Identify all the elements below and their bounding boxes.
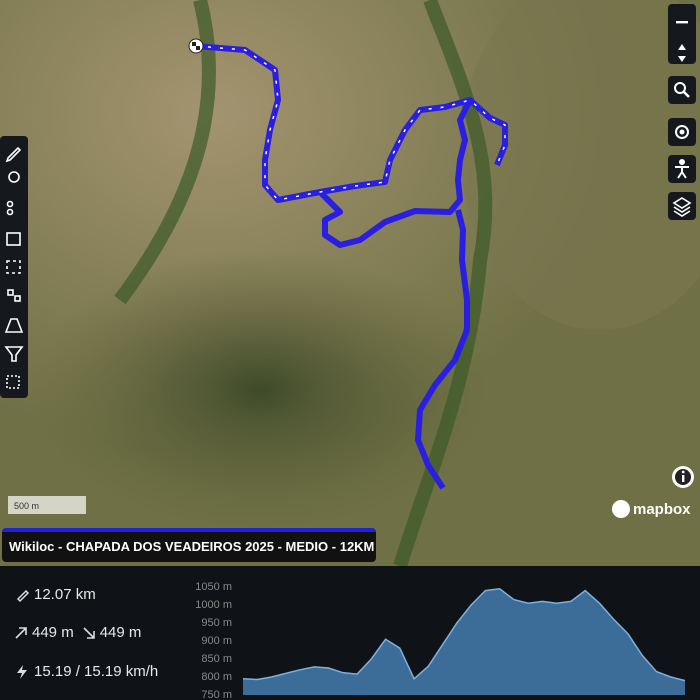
track — [415, 209, 470, 490]
scissors-icon[interactable] — [6, 208, 14, 216]
nodes-icon[interactable] — [7, 289, 14, 296]
attribution[interactable]: mapbox — [633, 501, 691, 518]
y-tick-label: 1000 m — [195, 599, 232, 611]
rotate[interactable] — [678, 44, 686, 62]
select-icon[interactable] — [6, 375, 20, 389]
track-arrows — [195, 45, 506, 201]
frame-icon[interactable] — [6, 260, 21, 274]
stats-panel: 12.07 km 449 m 449 m 15.19 / 15.19 km/h — [0, 566, 240, 700]
search-button[interactable] — [668, 76, 696, 104]
elevation-stat: 449 m 449 m — [14, 624, 141, 641]
y-tick-label: 850 m — [201, 653, 232, 665]
elevation-line — [242, 588, 686, 682]
streetview-button[interactable] — [668, 155, 696, 183]
zoom-icons — [676, 21, 688, 62]
locate-button[interactable] — [668, 118, 696, 146]
terrain-dark — [30, 250, 490, 530]
y-tick-label: 1050 m — [195, 581, 232, 593]
distance: 12.07 km — [34, 586, 96, 603]
filter-icon[interactable] — [4, 346, 24, 362]
track — [317, 98, 473, 248]
calendar-icon[interactable] — [6, 232, 21, 246]
layers-button[interactable] — [668, 192, 696, 220]
profile-icon[interactable] — [4, 318, 24, 333]
pin-icon[interactable] — [8, 171, 20, 183]
y-tick-label: 750 m — [201, 689, 232, 700]
pencil-icon[interactable] — [5, 146, 22, 163]
y-tick-label: 950 m — [201, 617, 232, 629]
toolbar-icons — [4, 146, 24, 389]
distance-stat: 12.07 km — [14, 586, 96, 603]
zoom-out[interactable] — [676, 21, 688, 24]
descent: 449 m — [99, 624, 142, 641]
mapbox-logo — [612, 500, 630, 518]
edit-toolbar — [0, 136, 28, 398]
speed: 15.19 / 15.19 km/h — [34, 663, 159, 680]
y-tick-label: 800 m — [201, 671, 232, 683]
ascent: 449 m — [32, 624, 74, 641]
scale-bar — [8, 496, 86, 514]
zoom-controls — [668, 4, 696, 64]
terrain-light — [460, 0, 700, 330]
scale-label: 500 m — [14, 501, 39, 511]
speed-stat: 15.19 / 15.19 km/h — [14, 663, 158, 680]
map: 500 m mapbox — [0, 0, 700, 566]
elevation-area — [243, 588, 685, 695]
y-tick-label: 900 m — [201, 635, 232, 647]
track-title[interactable]: Wikiloc - CHAPADA DOS VEADEIROS 2025 - M… — [2, 528, 376, 562]
elevation-chart: 750 m 800 m 850 m 900 m 950 m 1000 m 1050 m — [195, 581, 686, 700]
